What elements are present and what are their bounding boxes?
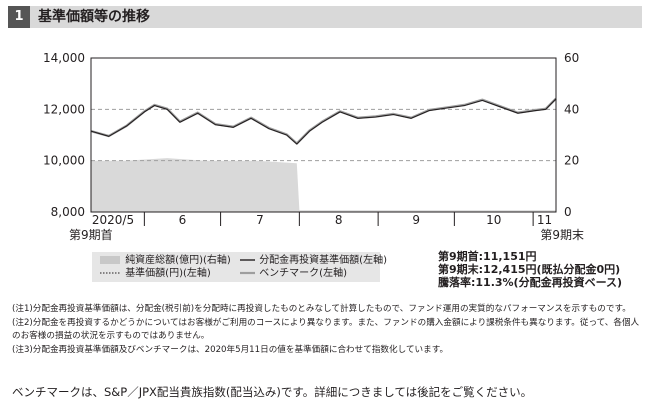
x-tick-label: 10 xyxy=(486,213,501,227)
nav-chart: 14,000 12,000 10,000 8,000 60 40 20 0 2020/5 6 7 8 9… xyxy=(43,51,584,242)
y-left-tick-label: 10,000 xyxy=(43,154,85,168)
x-tick-label: 2020/5 xyxy=(92,213,134,227)
stat-start: 第9期首:11,151円 xyxy=(438,250,537,263)
series-line-reinvested-nav xyxy=(90,98,557,145)
y-left-tick-label: 14,000 xyxy=(43,51,85,65)
y-right-tick-label: 40 xyxy=(564,102,579,116)
y-right-tick-label: 20 xyxy=(564,154,579,168)
legend-swatch-solid-line xyxy=(240,259,255,261)
benchmark-footnote: ベンチマークは、S&P／JPX配当貴族指数(配当込み)です。詳細につきましては後… xyxy=(12,385,533,399)
legend-label: 純資産総額(億円)(右軸) xyxy=(125,255,231,266)
stat-return: 騰落率:11.3%(分配金再投資ベース) xyxy=(438,276,623,289)
legend-label: 基準価額(円)(左軸) xyxy=(125,268,211,279)
legend-label: ベンチマーク(左軸) xyxy=(259,268,347,279)
series-area-net-assets xyxy=(91,158,556,212)
legend-item-nav: 基準価額(円)(左軸) xyxy=(100,268,211,280)
legend-item-benchmark: ベンチマーク(左軸) xyxy=(240,268,347,280)
legend-item-net-assets: 純資産総額(億円)(右軸) xyxy=(100,255,231,267)
x-tick-label: 9 xyxy=(412,213,420,227)
note-3: (注3)分配金再投資基準価額及びベンチマークは、2020年5月11日の値を基準価… xyxy=(12,344,449,355)
note-1: (注1)分配金再投資基準価額は、分配金(税引前)を分配時に再投資したものとみなし… xyxy=(12,304,631,314)
legend-swatch-area xyxy=(100,256,120,264)
legend-item-reinvested-nav: 分配金再投資基準価額(左軸) xyxy=(240,255,387,267)
y-left-tick-label: 12,000 xyxy=(43,102,85,116)
note-2: (注2)分配金を再投資するかどうかについてはお客様がご利用のコースにより異なりま… xyxy=(12,317,640,342)
x-start-label: 第9期首 xyxy=(69,228,113,242)
section-header-bar xyxy=(8,6,642,28)
legend-swatch-dotted-line xyxy=(100,272,120,274)
y-right-tick-label: 60 xyxy=(564,51,579,65)
y-right-tick-label: 0 xyxy=(564,205,572,219)
plot-frame xyxy=(90,57,557,213)
x-tick-label: 6 xyxy=(179,213,187,227)
x-end-label: 第9期末 xyxy=(540,228,584,242)
stat-end: 第9期末:12,415円(既払分配金0円) xyxy=(438,263,621,276)
x-tick-label: 8 xyxy=(335,213,343,227)
period-stats: 第9期首:11,151円 第9期末:12,415円(既払分配金0円) 騰落率:1… xyxy=(438,250,622,289)
legend-label: 分配金再投資基準価額(左軸) xyxy=(259,255,387,266)
y-left-tick-label: 8,000 xyxy=(51,205,85,219)
x-tick-label: 11 xyxy=(537,213,552,227)
section-title: 基準価額等の推移 xyxy=(38,9,150,25)
notes: (注1)分配金再投資基準価額は、分配金(税引前)を分配時に再投資したものとみなし… xyxy=(12,303,642,357)
legend-swatch-gray-line xyxy=(240,271,255,275)
chart-legend: 純資産総額(億円)(右軸) 分配金再投資基準価額(左軸) 基準価額(円)(左軸)… xyxy=(92,252,387,282)
x-tick-label: 7 xyxy=(256,213,264,227)
section-number: 1 xyxy=(8,6,30,28)
